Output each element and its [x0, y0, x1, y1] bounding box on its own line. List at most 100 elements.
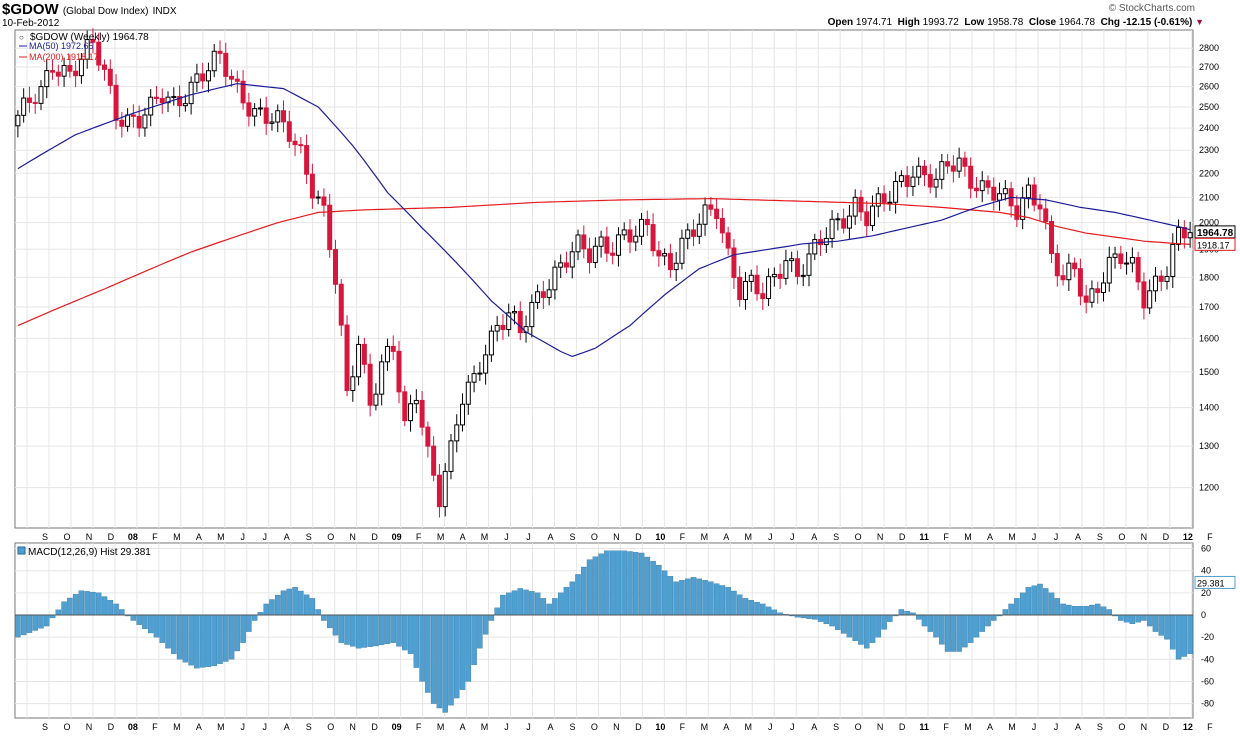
macd-hist-bar: [852, 614, 858, 641]
close-label: Close: [1028, 17, 1057, 28]
macd-hist-bar: [303, 594, 310, 616]
candle-down: [130, 114, 136, 117]
candle-up: [465, 381, 471, 405]
macd-legend-icon: [17, 546, 26, 555]
candle-down: [714, 208, 720, 220]
macd-hist-bar: [292, 587, 298, 616]
price-x-tick-label: J: [504, 532, 509, 542]
macd-hist-bar: [546, 603, 552, 616]
candle-up: [939, 161, 945, 180]
macd-x-tick-label: N: [877, 722, 884, 732]
macd-hist-bar: [390, 614, 396, 643]
macd-hist-bar: [1077, 605, 1084, 616]
macd-hist-bar: [44, 614, 50, 627]
price-x-tick-label: M: [217, 532, 225, 542]
macd-hist-bar: [754, 601, 760, 616]
price-y-tick-label: 1600: [1199, 333, 1219, 343]
macd-hist-bar: [864, 614, 870, 649]
macd-hist-bar: [627, 551, 633, 616]
macd-x-tick-label: 08: [128, 722, 138, 732]
macd-hist-bar: [309, 598, 316, 616]
candle-down: [246, 102, 252, 117]
candle-down: [921, 165, 927, 176]
macd-hist-bar: [147, 614, 154, 634]
candle-down: [431, 445, 437, 476]
candle-down: [50, 70, 56, 73]
candle-down: [327, 204, 333, 251]
price-x-tick-label: M: [437, 532, 445, 542]
price-x-tick-label: 11: [919, 532, 929, 542]
candle-up: [1187, 232, 1193, 239]
price-x-tick-label: J: [526, 532, 531, 542]
macd-hist-bar: [806, 614, 812, 619]
macd-hist-bar: [55, 609, 62, 616]
ma200-value-text: 1918.17: [1197, 240, 1230, 250]
macd-hist-bar: [315, 609, 321, 616]
low-label: Low: [964, 17, 985, 28]
macd-hist-bar: [823, 614, 830, 625]
macd-hist-bar: [1100, 606, 1107, 616]
candle-up: [783, 260, 789, 279]
candle-down: [1083, 295, 1089, 303]
macd-y-tick-label: 0: [1201, 610, 1206, 620]
macd-x-tick-label: J: [263, 722, 268, 732]
candle-up: [21, 97, 27, 116]
macd-y-tick-label: -60: [1201, 676, 1214, 686]
candle-down: [1072, 262, 1078, 270]
macd-x-tick-label: F: [1207, 722, 1213, 732]
macd-x-tick-label: D: [635, 722, 642, 732]
macd-hist-bar: [604, 550, 610, 616]
candle-up: [916, 165, 922, 178]
price-x-tick-label: F: [416, 532, 422, 542]
macd-hist-bar: [742, 598, 749, 616]
macd-x-tick-label: J: [790, 722, 795, 732]
candle-up: [771, 273, 777, 278]
macd-hist-bar: [656, 565, 662, 616]
candle-up: [483, 354, 489, 374]
candle-down: [321, 196, 327, 206]
price-x-tick-label: D: [1163, 532, 1170, 542]
macd-hist-bar: [246, 614, 252, 632]
macd-x-tick-label: N: [613, 722, 620, 732]
candle-up: [165, 96, 171, 104]
candle-up: [84, 39, 90, 60]
macd-x-tick-label: D: [108, 722, 115, 732]
macd-hist-bar: [350, 614, 356, 647]
candle-down: [1135, 257, 1141, 283]
price-y-tick-label: 1400: [1199, 403, 1219, 413]
macd-hist-bar: [113, 603, 119, 616]
price-x-tick-label: J: [1032, 532, 1037, 542]
candle-down: [90, 39, 96, 43]
macd-hist-bar: [956, 614, 962, 652]
price-x-tick-label: 09: [392, 532, 402, 542]
macd-hist-bar: [1141, 614, 1147, 621]
macd-hist-bar: [1043, 588, 1049, 616]
macd-hist-bar: [61, 601, 67, 616]
macd-hist-bar: [425, 614, 431, 693]
candle-up: [870, 205, 876, 227]
candle-up: [379, 361, 385, 395]
macd-hist-bar: [119, 609, 125, 616]
price-x-tick-label: 10: [655, 532, 665, 542]
price-y-tick-label: 2600: [1199, 82, 1219, 92]
price-x-tick-label: N: [877, 532, 884, 542]
price-x-tick-label: A: [811, 532, 817, 542]
macd-x-tick-label: F: [943, 722, 949, 732]
price-x-tick-label: D: [635, 532, 642, 542]
candle-up: [893, 180, 899, 203]
macd-hist-bar: [702, 580, 708, 616]
candle-down: [950, 165, 956, 172]
candle-down: [425, 426, 431, 447]
candle-up: [477, 372, 483, 375]
macd-x-tick-label: A: [987, 722, 993, 732]
macd-hist-bar: [661, 570, 668, 616]
macd-hist-bar: [621, 550, 627, 616]
macd-hist-bar: [921, 614, 928, 627]
candle-down: [904, 175, 910, 187]
price-x-tick-label: D: [899, 532, 906, 542]
macd-panel-frame: [14, 542, 1194, 719]
macd-hist-bar: [442, 614, 448, 713]
candle-down: [581, 234, 587, 250]
macd-hist-bar: [979, 614, 985, 632]
candle-up: [454, 424, 460, 442]
